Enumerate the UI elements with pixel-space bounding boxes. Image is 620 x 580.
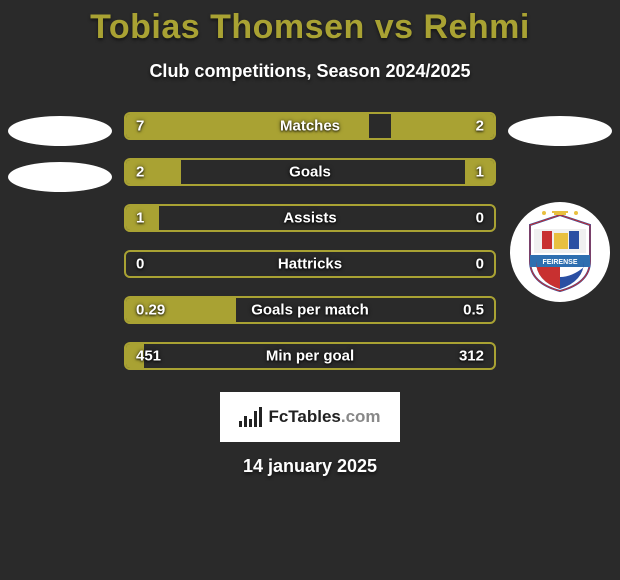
stat-bar: 2 1 Goals — [124, 158, 496, 186]
stat-label: Matches — [280, 118, 340, 135]
stat-bar: 451 312 Min per goal — [124, 342, 496, 370]
fctables-logo: FcTables.com — [220, 392, 400, 442]
right-player-placeholder — [508, 116, 612, 146]
page-title: Tobias Thomsen vs Rehmi — [0, 8, 620, 47]
left-player-placeholder-2 — [8, 162, 112, 192]
stat-value-left: 0 — [136, 256, 144, 273]
root-container: Tobias Thomsen vs Rehmi Club competition… — [0, 0, 620, 477]
stat-label: Goals per match — [251, 302, 369, 319]
stat-bar: 0.29 0.5 Goals per match — [124, 296, 496, 324]
stat-value-right: 2 — [476, 118, 484, 135]
stat-value-right: 0.5 — [463, 302, 484, 319]
left-player-placeholder-1 — [8, 116, 112, 146]
logo-text: FcTables.com — [268, 407, 380, 427]
left-player-column — [0, 112, 120, 192]
stat-bar-fill-left — [126, 160, 181, 184]
stat-value-right: 1 — [476, 164, 484, 181]
stat-bars: 7 2 Matches 2 1 Goals 1 0 Assists 0 0 Hattricks 0.29… — [120, 112, 500, 370]
logo-bars-icon — [239, 407, 262, 427]
stat-bar: 0 0 Hattricks — [124, 250, 496, 278]
date-text: 14 january 2025 — [0, 456, 620, 477]
stat-value-left: 451 — [136, 348, 161, 365]
stat-value-left: 0.29 — [136, 302, 165, 319]
right-player-column: FEIRENSE — [500, 112, 620, 302]
right-club-badge: FEIRENSE — [510, 202, 610, 302]
stat-value-right: 312 — [459, 348, 484, 365]
stat-value-left: 1 — [136, 210, 144, 227]
subtitle: Club competitions, Season 2024/2025 — [0, 61, 620, 82]
stat-label: Goals — [289, 164, 331, 181]
stat-value-left: 2 — [136, 164, 144, 181]
stat-label: Hattricks — [278, 256, 342, 273]
svg-text:FEIRENSE: FEIRENSE — [542, 259, 577, 266]
stat-bar: 7 2 Matches — [124, 112, 496, 140]
stat-value-left: 7 — [136, 118, 144, 135]
stat-value-right: 0 — [476, 256, 484, 273]
stat-label: Assists — [283, 210, 336, 227]
stat-value-right: 0 — [476, 210, 484, 227]
content-row: 7 2 Matches 2 1 Goals 1 0 Assists 0 0 Hattricks 0.29… — [0, 112, 620, 370]
stat-label: Min per goal — [266, 348, 354, 365]
feirense-crest-icon: FEIRENSE — [524, 211, 596, 293]
stat-bar: 1 0 Assists — [124, 204, 496, 232]
